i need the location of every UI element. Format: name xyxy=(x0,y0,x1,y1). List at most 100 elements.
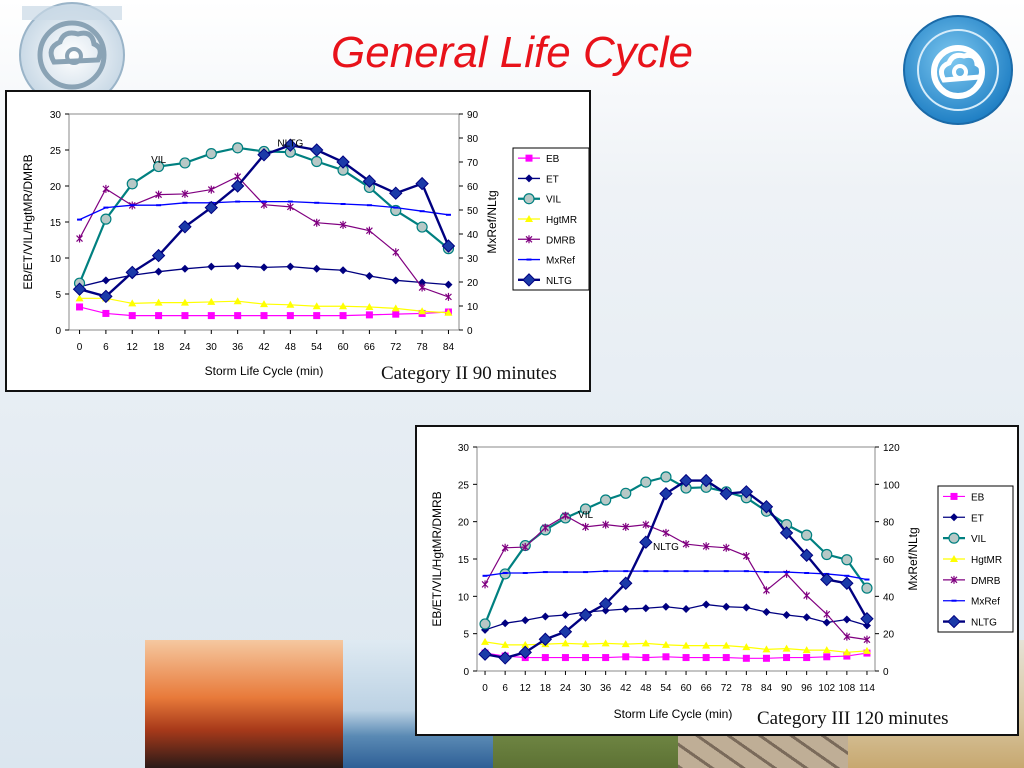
point-nltg xyxy=(204,200,219,215)
chart-title: Category II 90 minutes xyxy=(381,363,557,384)
point-dmrb xyxy=(501,543,509,552)
y-axis-label: EB/ET/VIL/HgtMR/DMRB xyxy=(21,154,35,289)
point-eb xyxy=(742,654,750,662)
point-nltg xyxy=(639,535,653,549)
point-vil xyxy=(100,213,112,225)
legend-label-eb: EB xyxy=(546,154,560,165)
y-tick-label: 15 xyxy=(458,555,470,566)
y2-tick-label: 10 xyxy=(467,302,479,313)
point-nltg xyxy=(558,625,573,639)
point-nltg xyxy=(619,576,633,590)
series-line-hgtmr xyxy=(484,641,868,653)
point-et xyxy=(762,608,771,617)
legend-label-dmrb: DMRB xyxy=(971,576,1001,587)
point-nltg xyxy=(719,486,733,501)
point-hgtmr xyxy=(521,640,530,648)
point-dmrb xyxy=(742,552,750,561)
point-hgtmr xyxy=(742,643,751,651)
x-tick-label: 78 xyxy=(417,342,429,353)
point-nltg xyxy=(362,174,377,188)
point-mxref xyxy=(542,571,548,574)
point-vil xyxy=(660,471,672,483)
point-nltg xyxy=(389,186,403,200)
point-hgtmr xyxy=(501,640,510,648)
point-et xyxy=(682,605,691,614)
point-dmrb xyxy=(418,283,426,292)
x-tick-label: 0 xyxy=(77,342,83,353)
point-eb xyxy=(102,309,110,317)
point-vil xyxy=(179,157,191,169)
y2-tick-label: 100 xyxy=(883,480,900,491)
point-et xyxy=(286,262,295,271)
point-dmrb xyxy=(763,586,770,595)
factory-image xyxy=(145,640,343,768)
legend-label-dmrb: DMRB xyxy=(546,235,576,246)
legend-marker-dmrb xyxy=(525,235,533,244)
point-et xyxy=(312,264,321,273)
point-et xyxy=(101,276,110,285)
point-dmrb xyxy=(521,543,529,552)
point-et xyxy=(822,618,831,627)
point-nltg xyxy=(178,220,192,234)
legend-label-hgtmr: HgtMR xyxy=(546,215,577,226)
point-vil xyxy=(232,142,244,154)
legend-label-vil: VIL xyxy=(546,195,561,206)
point-et xyxy=(501,619,510,628)
y2-tick-label: 120 xyxy=(883,443,900,454)
y-tick-label: 5 xyxy=(463,630,469,641)
point-nltg xyxy=(441,239,456,253)
x-tick-label: 0 xyxy=(482,683,488,694)
point-et xyxy=(722,602,731,611)
x-tick-label: 108 xyxy=(839,683,856,694)
point-mxref xyxy=(103,206,109,209)
point-eb xyxy=(541,654,549,662)
point-dmrb xyxy=(662,528,670,537)
point-hgtmr xyxy=(762,645,771,653)
point-mxref xyxy=(663,570,669,573)
point-hgtmr xyxy=(702,641,711,649)
point-et xyxy=(339,266,348,275)
point-eb xyxy=(803,654,811,662)
x-tick-label: 84 xyxy=(443,342,455,353)
x-tick-label: 18 xyxy=(153,342,165,353)
x-tick-label: 60 xyxy=(680,683,692,694)
x-tick-label: 24 xyxy=(560,683,572,694)
point-vil xyxy=(640,476,652,488)
point-dmrb xyxy=(843,632,851,641)
point-et xyxy=(207,262,216,271)
point-mxref xyxy=(77,218,83,221)
point-hgtmr xyxy=(621,640,630,648)
x-tick-label: 42 xyxy=(620,683,632,694)
point-mxref xyxy=(314,201,320,204)
point-dmrb xyxy=(541,523,549,532)
point-mxref xyxy=(844,574,850,577)
x-tick-label: 48 xyxy=(640,683,652,694)
point-nltg xyxy=(478,647,492,661)
x-tick-label: 12 xyxy=(520,683,532,694)
point-vil xyxy=(841,554,853,566)
point-mxref xyxy=(743,570,749,573)
point-nltg xyxy=(99,289,113,304)
cma-logo-left xyxy=(19,2,125,108)
annotation-nltg: NLTG xyxy=(653,542,679,553)
x-axis-label: Storm Life Cycle (min) xyxy=(614,707,733,721)
x-tick-label: 36 xyxy=(600,683,612,694)
point-hgtmr xyxy=(312,302,321,310)
point-hgtmr xyxy=(481,637,490,645)
point-hgtmr xyxy=(365,302,374,310)
legend-label-nltg: NLTG xyxy=(546,276,572,287)
y2-tick-label: 40 xyxy=(883,592,895,603)
y2-tick-label: 70 xyxy=(467,158,479,169)
chart-panel-category-iii: 0 5 10 15 20 25 30 0 20 40 60 80 100 120 0 6 12 18 24 30 36 4… xyxy=(415,425,1019,736)
point-hgtmr xyxy=(822,646,831,654)
y-tick-label: 20 xyxy=(50,182,62,193)
legend-label-vil: VIL xyxy=(971,534,986,545)
point-dmrb xyxy=(365,226,373,235)
point-nltg xyxy=(538,632,553,646)
legend-marker-hgtmr xyxy=(525,215,533,222)
point-et xyxy=(521,616,530,625)
annotation-vil: VIL xyxy=(578,510,593,521)
point-et xyxy=(802,613,811,622)
legend-label-et: ET xyxy=(971,513,984,524)
point-mxref xyxy=(623,570,629,573)
